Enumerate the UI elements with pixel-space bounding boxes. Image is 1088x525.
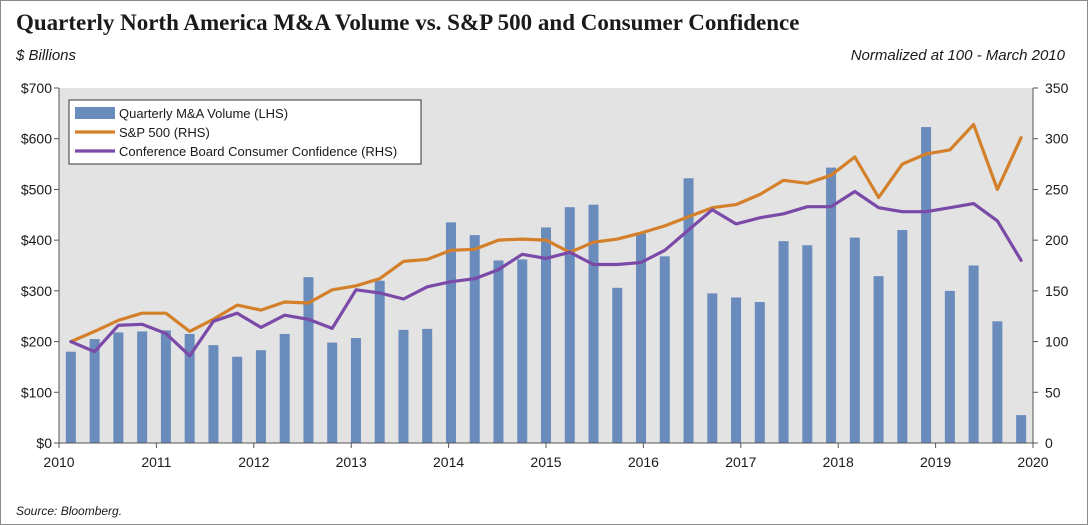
bar-mna-volume [184,333,195,443]
bar-mna-volume [921,127,932,444]
bar-mna-volume [517,259,528,443]
bar-mna-volume [826,167,837,443]
right-tick-label: 100 [1045,334,1069,350]
left-tick-label: $600 [21,131,52,147]
bar-mna-volume [89,339,100,443]
right-tick-label: 200 [1045,232,1069,248]
bar-mna-volume [683,178,694,443]
right-tick-label: 0 [1045,435,1053,451]
left-axis-units: $ Billions [16,47,77,64]
bar-mna-volume [944,290,955,443]
right-axis-units: Normalized at 100 - March 2010 [850,47,1065,64]
bar-mna-volume [778,241,789,443]
bar-mna-volume [731,297,742,443]
x-tick-label: 2016 [628,454,659,470]
bar-mna-volume [65,351,76,443]
x-tick-label: 2020 [1017,454,1048,470]
legend: Quarterly M&A Volume (LHS) S&P 500 (RHS) C… [68,99,422,165]
x-tick-label: 2018 [823,454,854,470]
bar-mna-volume [493,260,504,443]
bar-mna-volume [113,332,124,443]
right-tick-label: 150 [1045,283,1069,299]
bar-mna-volume [279,333,290,443]
bar-mna-volume [445,222,456,443]
x-tick-label: 2011 [141,454,171,470]
bar-mna-volume [612,287,623,443]
x-tick-label: 2019 [920,454,951,470]
bar-mna-volume [968,265,979,443]
bar-mna-volume [849,237,860,443]
x-tick-label: 2017 [725,454,756,470]
left-tick-label: $200 [21,334,52,350]
bar-mna-volume [374,280,385,443]
legend-label: Conference Board Consumer Confidence (RH… [119,144,397,159]
bar-mna-volume [992,321,1003,443]
bar-mna-volume [659,256,670,443]
line-sp500 [69,122,1023,344]
bar-mna-volume [636,233,647,443]
left-tick-label: $0 [36,435,52,451]
bar-mna-volume [802,245,813,443]
x-tick-label: 2015 [530,454,561,470]
x-tick-label: 2010 [43,454,74,470]
right-tick-label: 250 [1045,181,1069,197]
source-note: Source: Bloomberg. [16,504,123,518]
x-tick-label: 2012 [238,454,269,470]
x-tick-label: 2013 [336,454,367,470]
bar-mna-volume [303,277,314,443]
bar-mna-volume [873,276,884,443]
bar-mna-volume [398,329,409,443]
right-tick-label: 350 [1045,80,1069,96]
bar-mna-volume [208,345,219,443]
bar-mna-volume [160,330,171,443]
legend-swatch-bar [75,107,115,119]
left-tick-label: $100 [21,384,52,400]
legend-box [68,99,422,165]
right-tick-label: 50 [1045,384,1061,400]
bar-mna-volume [255,350,266,443]
right-tick-label: 300 [1045,131,1069,147]
bar-mna-volume [754,302,765,443]
bar-mna-volume [422,328,433,443]
left-tick-label: $400 [21,232,52,248]
bar-mna-volume [588,204,599,443]
bar-mna-volume [469,235,480,443]
left-tick-label: $300 [21,283,52,299]
line-consumer-confidence [69,189,1023,358]
left-tick-label: $700 [21,80,52,96]
left-tick-label: $500 [21,181,52,197]
legend-label: S&P 500 (RHS) [119,125,210,140]
legend-label: Quarterly M&A Volume (LHS) [119,106,288,121]
bar-mna-volume [564,207,575,443]
bar-mna-volume [137,331,148,443]
bar-mna-volume [232,356,243,443]
bar-mna-volume [707,293,718,443]
bar-mna-volume [350,338,361,443]
bar-mna-volume [327,342,338,443]
bar-mna-volume [897,230,908,443]
chart-title: Quarterly North America M&A Volume vs. S… [16,10,800,35]
bar-mna-volume [1016,415,1027,443]
bar-mna-volume [541,227,551,443]
x-tick-label: 2014 [433,454,464,470]
